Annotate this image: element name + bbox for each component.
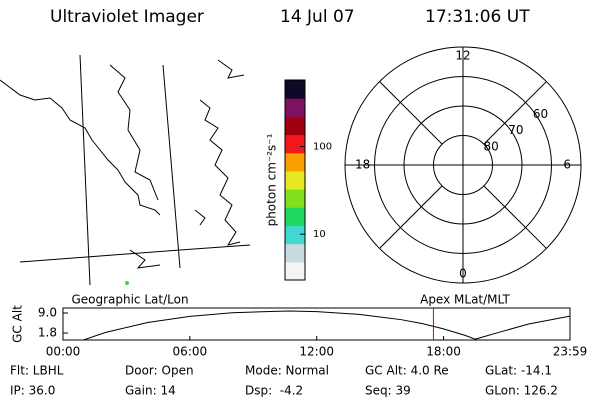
- color-swatch: [285, 189, 305, 208]
- time: 17:31:06 UT: [425, 7, 530, 27]
- station-dot: [125, 281, 129, 285]
- x-tick-label: 12:00: [299, 345, 334, 359]
- y-tick-label: 9.0: [38, 306, 57, 320]
- color-swatch: [285, 134, 305, 154]
- y-tick-label: 1.8: [38, 326, 57, 340]
- status-field: Seq: 39: [365, 384, 411, 398]
- coastline: [217, 59, 245, 79]
- meridian: [79, 54, 91, 286]
- mlt-label: 0: [459, 267, 467, 281]
- colorbar-frame: [284, 79, 306, 281]
- coastline: [0, 79, 161, 216]
- status-field: Mode: Normal: [245, 364, 329, 378]
- colorbar-label: photon cm⁻²s⁻¹: [265, 133, 279, 226]
- color-swatch: [285, 170, 305, 190]
- status-field: Gain: 14: [125, 384, 176, 398]
- color-swatch: [285, 243, 305, 263]
- radial-line: [379, 81, 443, 145]
- color-swatch: [285, 116, 305, 136]
- status-field: GC Alt: 4.0 Re: [365, 364, 449, 378]
- status-field: Dsp: -4.2: [245, 384, 303, 398]
- color-swatch: [285, 207, 305, 226]
- parallel: [19, 244, 251, 263]
- radial-line: [483, 185, 547, 249]
- color-swatch: [285, 80, 305, 99]
- status-field: Door: Open: [125, 364, 194, 378]
- x-tick-label: 06:00: [173, 345, 208, 359]
- x-tick-label: 00:00: [46, 345, 81, 359]
- mlt-label: 18: [355, 158, 370, 172]
- coastline: [109, 64, 159, 201]
- altitude-line: [83, 310, 570, 340]
- y-axis-label: GC Alt: [11, 305, 25, 343]
- tick-label: 100: [313, 142, 332, 153]
- color-swatch: [285, 261, 305, 281]
- title: Ultraviolet Imager: [50, 7, 204, 27]
- status-field: GLon: 126.2: [485, 384, 558, 398]
- panel-annotation: Geographic Lat/Lon: [71, 293, 188, 307]
- ring-label: 70: [508, 123, 523, 137]
- panel-annotation: Apex MLat/MLT: [420, 293, 510, 307]
- color-swatch: [285, 152, 305, 172]
- coastline: [194, 209, 206, 226]
- status-field: IP: 36.0: [10, 384, 55, 398]
- mlt-label: 6: [563, 158, 571, 172]
- geographic-map: [0, 54, 251, 286]
- x-tick-label: 18:00: [426, 345, 461, 359]
- coastline: [129, 249, 161, 269]
- radial-line: [379, 185, 443, 249]
- date: 14 Jul 07: [280, 7, 355, 27]
- x-tick-label: 23:59: [553, 345, 588, 359]
- color-swatch: [285, 98, 305, 117]
- mlt-label: 12: [455, 49, 470, 63]
- color-swatch: [285, 225, 305, 245]
- coastline: [199, 99, 241, 246]
- ring-label: 80: [483, 139, 498, 153]
- radial-line: [483, 81, 547, 145]
- status-field: Flt: LBHL: [10, 364, 64, 378]
- ring-label: 60: [533, 107, 548, 121]
- meridian: [162, 64, 181, 269]
- status-field: GLat: -14.1: [485, 364, 552, 378]
- tick-label: 10: [313, 229, 326, 240]
